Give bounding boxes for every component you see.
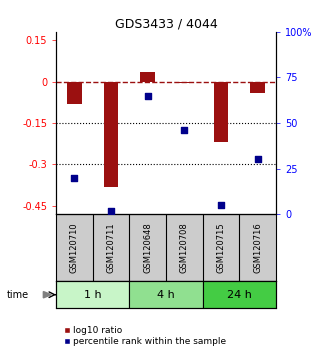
Bar: [141, 72, 155, 81]
Text: time: time: [6, 290, 29, 300]
Text: 1 h: 1 h: [84, 290, 102, 300]
Point: [72, 175, 77, 181]
Text: GSM120711: GSM120711: [107, 222, 116, 273]
Point: [219, 202, 224, 208]
Text: GSM120648: GSM120648: [143, 222, 152, 273]
Bar: [67, 81, 82, 104]
Bar: [214, 81, 229, 142]
Legend: log10 ratio, percentile rank within the sample: log10 ratio, percentile rank within the …: [61, 322, 230, 349]
Point: [182, 127, 187, 133]
Point: [145, 93, 150, 98]
Title: GDS3433 / 4044: GDS3433 / 4044: [115, 18, 218, 31]
Bar: [203, 281, 276, 308]
Text: GSM120708: GSM120708: [180, 222, 189, 273]
Text: 24 h: 24 h: [227, 290, 252, 300]
Bar: [177, 81, 192, 83]
Bar: [250, 81, 265, 93]
Bar: [104, 81, 118, 187]
Text: GSM120715: GSM120715: [217, 222, 226, 273]
Text: GSM120710: GSM120710: [70, 222, 79, 273]
Text: GSM120716: GSM120716: [253, 222, 262, 273]
Point: [255, 156, 260, 162]
Bar: [56, 281, 129, 308]
Text: 4 h: 4 h: [157, 290, 175, 300]
Bar: [129, 281, 203, 308]
Point: [108, 208, 114, 213]
